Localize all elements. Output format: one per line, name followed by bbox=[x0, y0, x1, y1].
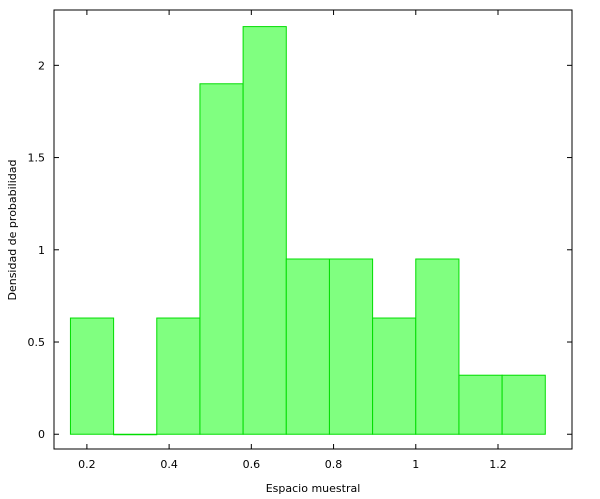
y-axis-label: Densidad de probabilidad bbox=[6, 159, 19, 300]
y-tick-label: 0 bbox=[38, 428, 45, 441]
histogram-bar bbox=[501, 374, 546, 435]
x-tick-label: 1.2 bbox=[489, 458, 507, 471]
histogram-bar bbox=[242, 26, 287, 435]
y-tick-label: 2 bbox=[38, 59, 45, 72]
plot-frame bbox=[53, 9, 573, 450]
histogram-bar bbox=[372, 317, 417, 435]
y-tick-label: 1 bbox=[38, 244, 45, 257]
histogram-bar bbox=[69, 317, 115, 435]
x-tick-label: 1 bbox=[412, 458, 419, 471]
x-axis-ticks: 0.2 0.4 0.6 0.8 1 1.2 bbox=[78, 10, 507, 471]
y-tick-label: 1.5 bbox=[28, 152, 46, 165]
x-tick-label: 0.4 bbox=[160, 458, 178, 471]
x-axis-label: Espacio muestral bbox=[266, 482, 361, 495]
histogram-bar bbox=[415, 258, 460, 435]
x-tick-label: 0.2 bbox=[78, 458, 96, 471]
x-tick-label: 0.8 bbox=[325, 458, 343, 471]
histogram-bar bbox=[199, 83, 244, 435]
y-tick-label: 0.5 bbox=[28, 336, 46, 349]
x-tick-label: 0.6 bbox=[243, 458, 261, 471]
histogram-bar bbox=[285, 258, 330, 435]
y-axis-ticks: 0 0.5 1 1.5 2 bbox=[28, 59, 572, 441]
histogram-bar bbox=[458, 374, 503, 435]
bars-group bbox=[69, 26, 546, 436]
histogram-bar bbox=[328, 258, 374, 435]
histogram-bar bbox=[156, 317, 201, 435]
histogram-bar bbox=[113, 433, 158, 436]
